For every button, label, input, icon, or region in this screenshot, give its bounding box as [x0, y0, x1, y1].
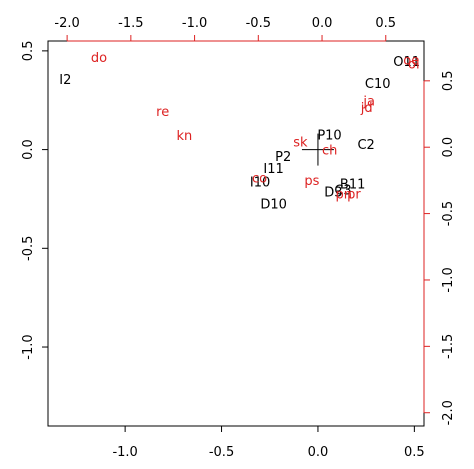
point-label-d3: D3 — [324, 186, 342, 201]
right-tick-label: 0.5 — [441, 70, 456, 91]
top-axis: -2.0 -1.5 -1.0 -0.5 0.0 0.5 — [54, 16, 396, 42]
point-label-p2: P2 — [275, 150, 291, 165]
bottom-tick-label: -0.5 — [209, 445, 234, 460]
point-label-p10: P10 — [317, 128, 341, 143]
point-label-pn: pn — [335, 188, 352, 203]
bottom-tick-label: -1.0 — [112, 445, 137, 460]
left-tick-label: 0.5 — [21, 41, 36, 62]
top-tick-label: -2.0 — [54, 16, 79, 31]
point-label-ps: ps — [304, 174, 319, 189]
top-tick-label: 0.5 — [375, 16, 396, 31]
left-tick-label: -1.0 — [21, 334, 36, 359]
point-label-oe: oe — [403, 53, 419, 68]
right-tick-label: -2.0 — [441, 400, 456, 425]
point-label-pr: pr — [347, 188, 361, 203]
point-label-c10: C10 — [365, 77, 391, 92]
point-label-i11: I11 — [263, 162, 283, 177]
point-label-d10: D10 — [260, 197, 287, 212]
point-label-o11: O11 — [393, 55, 420, 70]
point-label-i2: I2 — [59, 73, 71, 88]
right-tick-label: -0.5 — [441, 201, 456, 226]
right-axis: -2.0 -1.5 -1.0 -0.5 0.0 0.5 — [423, 70, 456, 425]
left-axis: -1.0 -0.5 0.0 0.5 — [21, 41, 49, 360]
left-tick-label: 0.0 — [21, 139, 36, 160]
point-label-i10: I10 — [250, 176, 270, 191]
point-label-c2: C2 — [357, 138, 374, 153]
left-tick-label: -0.5 — [21, 236, 36, 261]
right-tick-label: -1.0 — [441, 267, 456, 292]
point-label-do: do — [91, 51, 107, 66]
point-label-re: re — [156, 105, 169, 120]
point-label-b11: B11 — [340, 178, 365, 193]
point-label-ol: ol — [408, 57, 420, 72]
point-label-ja: ja — [362, 95, 375, 110]
right-tick-label: -1.5 — [441, 334, 456, 359]
point-label-sk: sk — [293, 136, 308, 151]
point-label-co: co — [252, 172, 267, 187]
point-label-c3: C3 — [334, 184, 351, 199]
origin-cross — [301, 133, 334, 166]
bottom-axis: -1.0 -0.5 0.0 0.5 — [112, 425, 425, 460]
bottom-tick-label: 0.5 — [404, 445, 425, 460]
top-tick-label: -1.0 — [182, 16, 207, 31]
top-tick-label: -1.5 — [118, 16, 143, 31]
top-tick-label: 0.0 — [312, 16, 333, 31]
bottom-tick-label: 0.0 — [308, 445, 329, 460]
point-label-kn: kn — [176, 129, 192, 144]
point-label-jd: jd — [360, 101, 373, 116]
right-tick-label: 0.0 — [441, 137, 456, 158]
top-tick-label: -0.5 — [246, 16, 271, 31]
point-label-ch: ch — [322, 144, 337, 159]
